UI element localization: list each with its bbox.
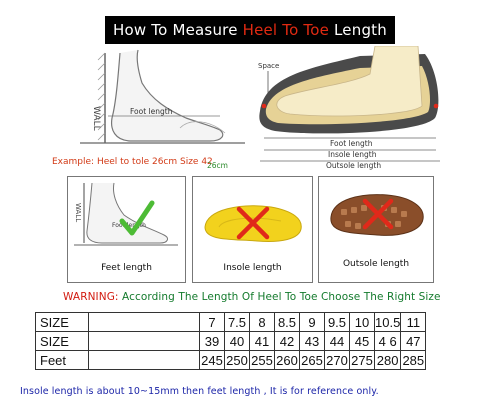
table-cell: 4 6 [373,331,402,351]
table-cell: 8 [249,312,275,332]
table-cell: 7 [199,312,225,332]
table-cell: 10.5 [373,312,402,332]
table-row: SIZE 39 40 41 42 43 44 45 4 6 47 [35,331,427,351]
row-header: SIZE [35,331,89,351]
title-suffix: Length [329,21,387,39]
foot-length-label: Foot length [130,107,173,116]
page-title: How To Measure Heel To Toe Length [105,16,395,44]
row-header: Feet [35,350,89,370]
panel-wall-label: WALL [74,203,82,222]
table-cell: 255 [249,350,275,370]
panel-insole-length-label: Insole length [223,263,282,273]
table-cell: 250 [224,350,250,370]
panel-feet-length: WALL Foot length Feet length [67,176,186,283]
wall-label: WALL [91,106,101,131]
panel-outsole-length: Outsole length [318,176,434,283]
footer-note: Insole length is about 10~15mm then feet… [20,386,379,397]
table-cell: 43 [299,331,325,351]
insole-illustration [204,205,302,242]
wall-graphic [97,52,106,143]
insole-length-text: Insole length [328,150,377,159]
table-cell: 275 [349,350,375,370]
cross-icon [362,198,394,230]
table-cell: 42 [274,331,300,351]
table-cell: 285 [400,350,427,370]
table-row: SIZE 7 7.5 8 8.5 9 9.5 10 10.5 11 [35,312,427,332]
panel-outsole-length-label: Outsole length [342,259,410,269]
table-cell: 11 [400,312,427,332]
shoe-section-diagram: Space Foot length Insole length Outsole … [258,46,440,170]
table-cell: 47 [400,331,427,351]
foot-shape [276,46,423,117]
check-icon [119,200,155,236]
table-cell: 265 [299,350,325,370]
blank-cell [88,350,200,370]
measure-curve [179,121,226,134]
example-measure: 26cm [207,161,228,170]
warning-message: According The Length Of Heel To Toe Choo… [122,291,441,303]
table-cell: 9.5 [324,312,350,332]
blank-cell [88,331,200,351]
table-cell: 45 [349,331,375,351]
blank-cell [88,312,200,332]
table-cell: 260 [274,350,300,370]
panel-feet-length-label: Feet length [101,263,152,273]
outsole-length-text: Outsole length [326,161,381,170]
table-cell: 7.5 [224,312,250,332]
title-highlight: Heel To Toe [242,21,330,39]
warning-text: WARNING: According The Length Of Heel To… [63,291,441,303]
table-row: Feet 245 250 255 260 265 270 275 280 285 [35,350,427,370]
panel-insole-length: Insole length [192,176,313,283]
example-text: Example: Heel to tole 26cm Size 42 [52,157,213,167]
foot-length-text: Foot length [330,139,373,148]
toe-mark-left [261,103,267,109]
table-cell: 39 [199,331,225,351]
table-cell: 41 [249,331,275,351]
size-table: SIZE 7 7.5 8 8.5 9 9.5 10 10.5 11 SIZE 3… [35,312,427,370]
heel-mark-right [433,103,439,109]
table-cell: 44 [324,331,350,351]
panel-foot-length-label: Foot length [112,222,146,229]
table-cell: 280 [373,350,402,370]
warning-prefix: WARNING: [63,291,123,303]
title-prefix: How To Measure [113,21,243,39]
table-cell: 245 [199,350,225,370]
table-cell: 270 [324,350,350,370]
outsole-illustration [330,194,424,236]
table-cell: 8.5 [274,312,300,332]
cross-icon [236,206,270,240]
table-cell: 9 [299,312,325,332]
feet-wall-illustration: WALL Foot length [74,182,178,246]
table-cell: 10 [349,312,375,332]
row-header: SIZE [35,312,89,332]
space-label: Space [258,62,279,70]
foot-outline [110,49,224,142]
foot-wall-diagram: WALL Foot length [80,49,245,144]
table-cell: 40 [224,331,250,351]
